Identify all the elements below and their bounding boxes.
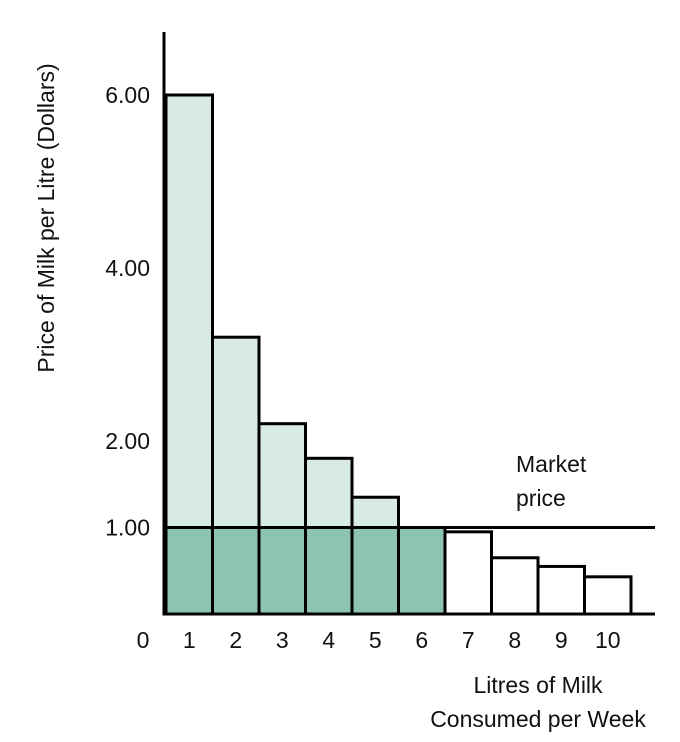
y-tick-label: 6.00 [105, 82, 150, 108]
x-tick-labels: 1 2 3 4 5 6 7 8 9 10 [183, 627, 621, 653]
x-tick-label: 5 [369, 627, 382, 653]
x-tick-label: 1 [183, 627, 196, 653]
y-tick-label: 4.00 [105, 255, 150, 281]
bar-expenditure-1 [164, 526, 214, 616]
bar-expenditure-2 [211, 526, 261, 616]
bar-expenditure-5 [350, 526, 400, 616]
bar-surplus-5 [350, 495, 400, 530]
bar-surplus-3 [257, 422, 307, 530]
y-tick-label: 2.00 [105, 428, 150, 454]
bar-8 [490, 556, 540, 616]
bar-expenditure-6 [397, 526, 447, 616]
bar-10 [583, 575, 633, 616]
market-price-label-line-1: Market [516, 451, 587, 477]
x-tick-label: 4 [322, 627, 335, 653]
origin-label: 0 [137, 627, 150, 653]
bar-expenditure-4 [304, 526, 354, 616]
x-tick-label: 8 [508, 627, 521, 653]
bar-9 [536, 564, 586, 616]
bar-surplus-1 [164, 93, 214, 529]
x-tick-label: 7 [462, 627, 475, 653]
x-tick-label: 9 [555, 627, 568, 653]
x-tick-label: 2 [229, 627, 242, 653]
bar-7 [443, 530, 493, 616]
bar-expenditure-3 [257, 526, 307, 616]
x-axis-title-line-2: Consumed per Week [430, 706, 646, 732]
y-axis-title: Price of Milk per Litre (Dollars) [33, 63, 59, 372]
x-tick-label: 10 [595, 627, 621, 653]
market-price-label-line-2: price [516, 485, 566, 511]
y-tick-label: 1.00 [105, 515, 150, 541]
x-tick-label: 6 [415, 627, 428, 653]
bars-layer [164, 93, 633, 616]
bar-surplus-4 [304, 456, 354, 529]
x-tick-label: 3 [276, 627, 289, 653]
x-axis-title-line-1: Litres of Milk [473, 672, 603, 698]
y-tick-labels: 6.00 4.00 2.00 1.00 [105, 82, 150, 541]
bar-surplus-2 [211, 335, 261, 530]
